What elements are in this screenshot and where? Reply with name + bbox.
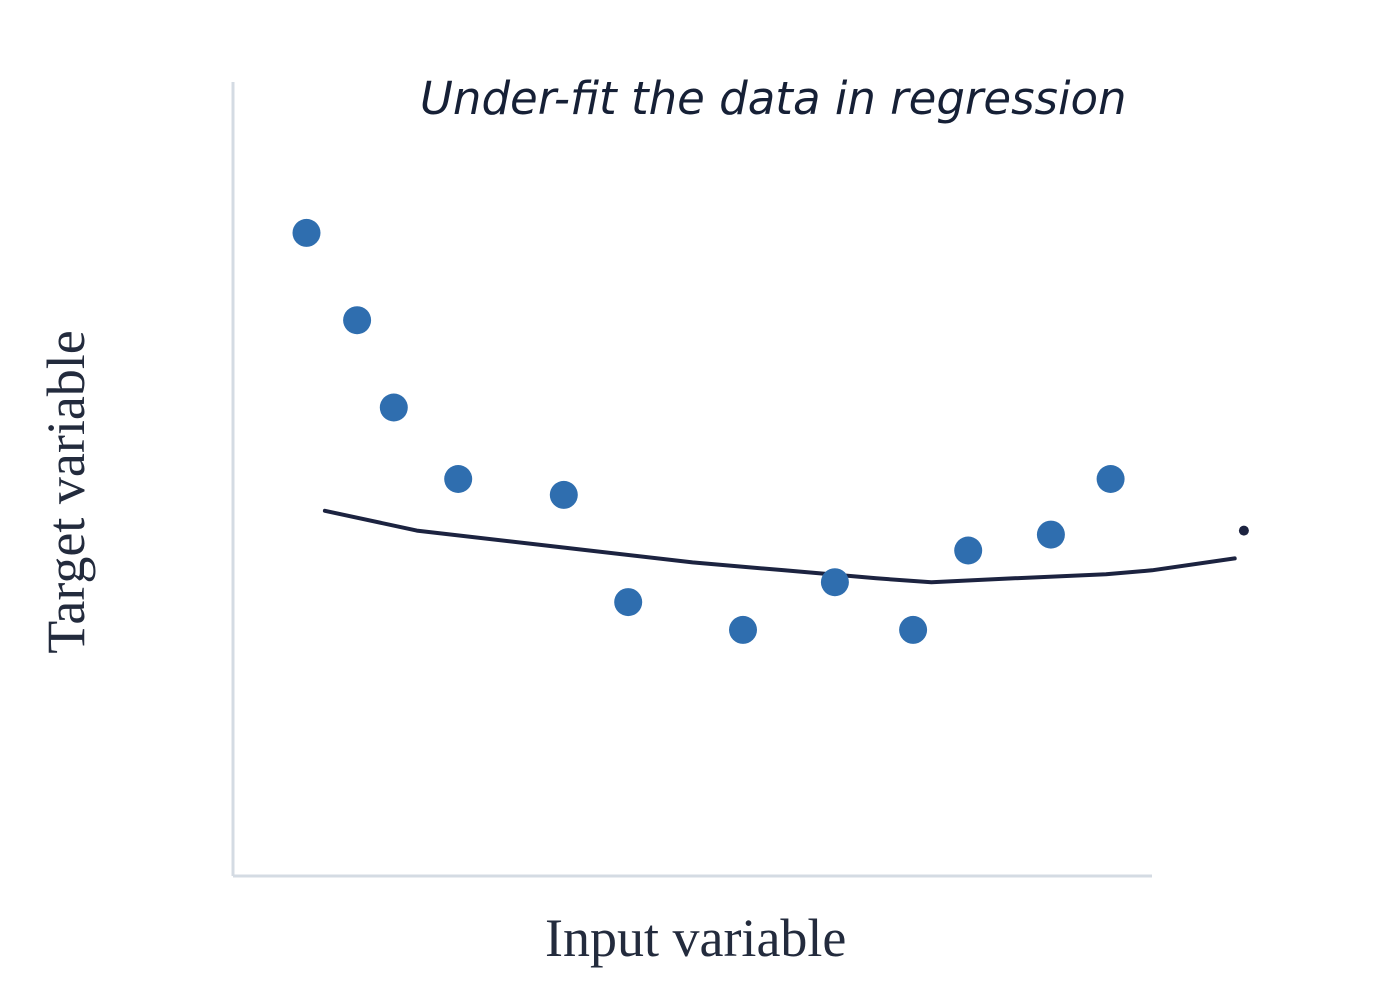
fit-line-group bbox=[322, 508, 1237, 585]
data-point bbox=[292, 218, 321, 247]
data-point bbox=[549, 480, 578, 509]
annotation-group bbox=[1238, 525, 1249, 536]
data-points-group bbox=[292, 218, 1125, 644]
data-point bbox=[614, 588, 643, 617]
x-axis-label: Input variable bbox=[545, 908, 847, 968]
data-point bbox=[343, 306, 372, 335]
chart-title: Under-fit the data in regression bbox=[420, 72, 1127, 125]
data-point bbox=[820, 568, 849, 597]
y-axis-label: Target variable bbox=[36, 330, 96, 654]
fit-line bbox=[322, 508, 1237, 585]
data-point bbox=[729, 615, 757, 644]
data-point bbox=[1096, 465, 1125, 493]
data-point bbox=[444, 465, 473, 493]
data-point bbox=[954, 536, 983, 565]
annotation-dot bbox=[1238, 525, 1249, 536]
data-point bbox=[1036, 520, 1065, 549]
data-point bbox=[899, 615, 928, 644]
data-point bbox=[379, 393, 408, 422]
